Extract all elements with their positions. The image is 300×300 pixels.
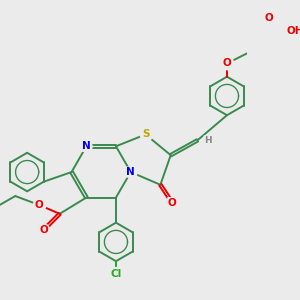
Text: Cl: Cl	[110, 269, 122, 280]
Text: OH: OH	[286, 26, 300, 36]
Text: O: O	[168, 197, 177, 208]
Text: O: O	[264, 13, 273, 22]
Text: O: O	[223, 58, 231, 68]
Text: S: S	[142, 129, 149, 140]
Text: N: N	[82, 141, 91, 151]
Text: H: H	[204, 136, 212, 145]
Text: N: N	[126, 167, 135, 177]
Text: O: O	[34, 200, 43, 210]
Text: O: O	[39, 225, 48, 235]
